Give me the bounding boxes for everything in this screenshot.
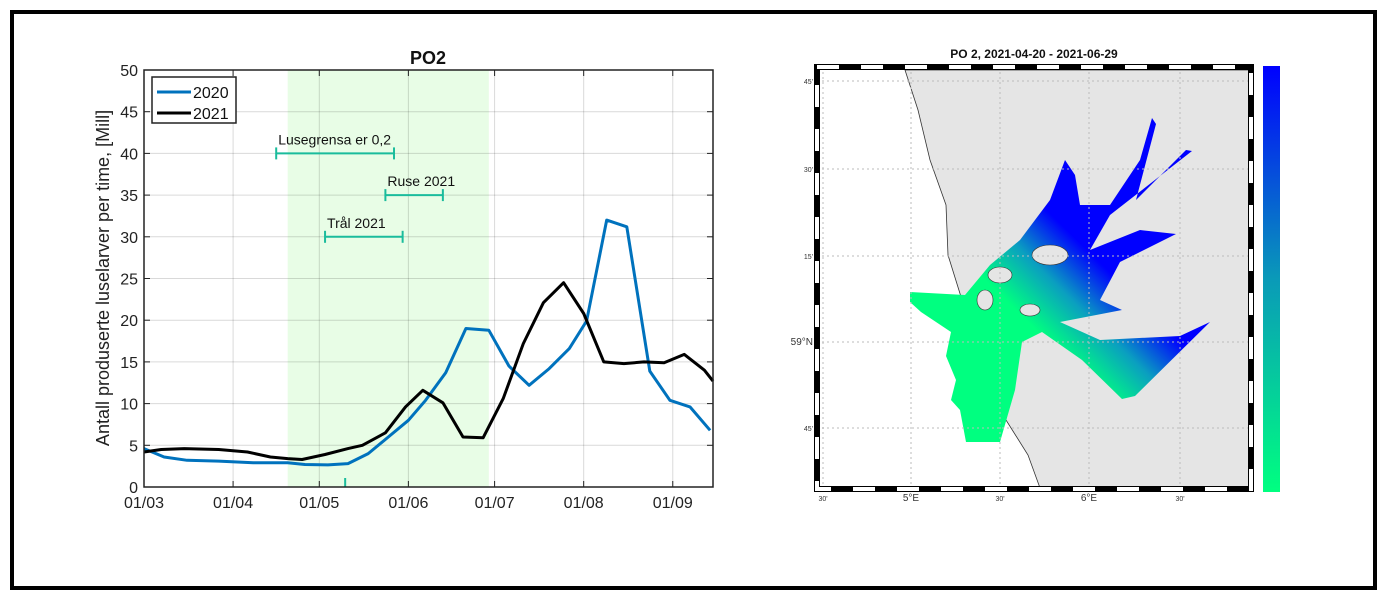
- legend-label-2021: 2021: [193, 106, 229, 123]
- annotation-label: Lusegrensa er 0,2: [278, 131, 391, 147]
- shaded-period: [287, 70, 489, 487]
- y-tick-label: 45: [120, 105, 138, 122]
- y-tick-label: 25: [120, 272, 138, 289]
- y-tick-label: 5: [129, 438, 138, 455]
- y-tick-label: 0: [129, 480, 138, 497]
- y-tick-label: 40: [120, 146, 138, 163]
- legend-label-2020: 2020: [193, 85, 229, 102]
- x-tick-label: 01/07: [475, 495, 515, 512]
- x-tick-label: 01/03: [124, 495, 164, 512]
- plot-border: [143, 69, 714, 488]
- y-tick-label: 20: [120, 313, 138, 330]
- y-axis-label: Antall produserte luselarver per time, […: [93, 110, 113, 446]
- y-tick-label: 10: [120, 397, 138, 414]
- legend: 2020 2021: [151, 76, 237, 124]
- chart-title: PO2: [410, 48, 446, 68]
- y-tick-label: 15: [120, 355, 138, 372]
- annotation-label: Trål 2021: [327, 215, 386, 231]
- x-tick-label: 01/08: [564, 495, 604, 512]
- y-tick-label: 50: [120, 63, 138, 80]
- x-tick-label: 01/09: [653, 495, 693, 512]
- y-tick-label: 30: [120, 230, 138, 247]
- x-tick-label: 01/05: [299, 495, 339, 512]
- x-tick-label: 01/04: [213, 495, 253, 512]
- line-chart: 01/03 01/04 01/05 01/06 01/07 01/08 01/09 0 5 10 1…: [93, 48, 715, 512]
- y-tick-label: 35: [120, 188, 138, 205]
- x-tick-label: 01/06: [388, 495, 428, 512]
- annotation-label: Ruse 2021: [387, 173, 455, 189]
- legend-box: [151, 76, 237, 124]
- figure-frame: [10, 10, 1377, 590]
